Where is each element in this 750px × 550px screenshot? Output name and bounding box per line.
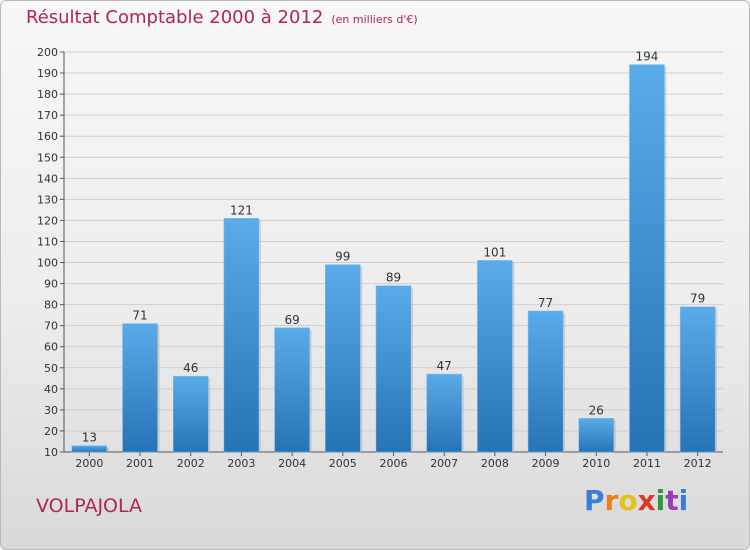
logo-letter: i	[655, 484, 666, 517]
value-label: 101	[483, 245, 506, 259]
x-tick-label: 2005	[329, 457, 357, 470]
y-tick-label: 80	[44, 299, 58, 312]
chart-subtitle: (en milliers d'€)	[331, 13, 418, 26]
y-tick-label: 20	[44, 425, 58, 438]
chart-title-text: Résultat Comptable 2000 à 2012	[26, 7, 324, 28]
y-tick-label: 200	[37, 46, 58, 59]
bar-2007[interactable]	[426, 373, 462, 453]
y-tick-label: 120	[37, 214, 58, 227]
value-label: 47	[437, 359, 452, 373]
logo-letter: i	[678, 484, 689, 517]
y-tick-label: 40	[44, 383, 58, 396]
bar-2012[interactable]	[679, 306, 716, 453]
x-tick-label: 2001	[126, 457, 154, 470]
bar-2001[interactable]	[122, 323, 158, 453]
bar-2008[interactable]	[477, 260, 513, 453]
bar-2009[interactable]	[527, 310, 564, 453]
y-tick-label: 140	[37, 172, 58, 185]
value-label: 194	[636, 50, 659, 64]
logo-letter: r	[604, 484, 619, 517]
chart-title: Résultat Comptable 2000 à 2012 (en millie…	[26, 7, 418, 28]
bar-2004[interactable]	[274, 327, 310, 453]
x-tick-label: 2003	[227, 457, 255, 470]
value-label: 89	[386, 271, 401, 285]
y-tick-label: 160	[37, 130, 58, 143]
bar-2011[interactable]	[629, 64, 665, 453]
y-tick-label: 90	[44, 278, 58, 291]
labels: 13 2000 71 2001 46 2002 121 2003 69 2004 99 2005 89 2…	[75, 50, 711, 470]
value-label: 71	[132, 309, 147, 323]
x-tick-label: 2004	[278, 457, 306, 470]
y-tick-label: 170	[37, 109, 58, 122]
y-tick-label: 190	[37, 67, 58, 80]
value-label: 79	[690, 292, 705, 306]
logo-letter: t	[665, 484, 679, 517]
value-label: 69	[284, 313, 299, 327]
x-tick-label: 2009	[532, 457, 560, 470]
y-tick-label: 110	[37, 235, 58, 248]
value-label: 46	[183, 361, 198, 375]
value-label: 26	[589, 403, 604, 417]
y-tick-label: 130	[37, 193, 58, 206]
proxiti-logo[interactable]: Proxiti	[584, 484, 688, 517]
value-label: 77	[538, 296, 553, 310]
bar-2002[interactable]	[172, 375, 209, 453]
bar-2005[interactable]	[325, 264, 361, 453]
value-label: 99	[335, 250, 350, 264]
y-tick-label: 150	[37, 151, 58, 164]
logo-letter: P	[584, 484, 605, 517]
y-tick-label: 60	[44, 341, 58, 354]
town-name: VOLPAJOLA	[36, 495, 143, 517]
logo-letter: x	[637, 484, 656, 517]
logo-letter: o	[618, 484, 638, 517]
bar-2006[interactable]	[375, 285, 412, 453]
x-tick-label: 2012	[684, 457, 712, 470]
x-tick-label: 2010	[582, 457, 610, 470]
y-tick-label: 50	[44, 362, 58, 375]
y-tick-label: 70	[44, 320, 58, 333]
x-tick-label: 2011	[633, 457, 661, 470]
x-tick-label: 2007	[430, 457, 458, 470]
bar-2010[interactable]	[578, 418, 615, 453]
bar-2000[interactable]	[71, 445, 108, 453]
x-tick-label: 2008	[481, 457, 509, 470]
y-tick-label: 100	[37, 257, 58, 270]
x-tick-label: 2002	[177, 457, 205, 470]
x-tick-label: 2000	[75, 457, 103, 470]
bars	[71, 64, 718, 453]
y-tick-label: 10	[44, 446, 58, 459]
value-label: 121	[230, 203, 253, 217]
value-label: 13	[82, 431, 97, 445]
y-tick-label: 180	[37, 88, 58, 101]
x-tick-label: 2006	[380, 457, 408, 470]
bar-2003[interactable]	[223, 218, 260, 453]
y-tick-label: 30	[44, 404, 58, 417]
